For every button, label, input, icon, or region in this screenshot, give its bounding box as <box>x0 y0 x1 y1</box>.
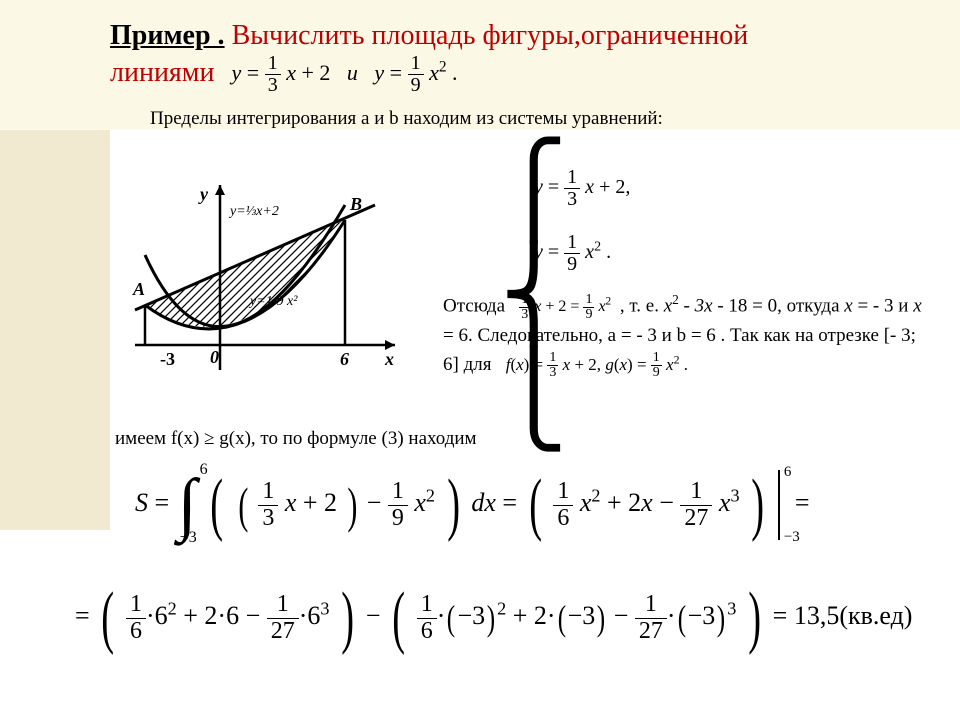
side-accent <box>0 130 110 530</box>
svg-text:y: y <box>198 184 209 204</box>
lines-word: линиями <box>110 55 215 90</box>
header: Пример . Вычислить площадь фигуры,ограни… <box>110 18 940 96</box>
explanation-1: Отсюда 13 x + 2 = 19 x2 , т. е. x2 - 3x … <box>443 290 935 380</box>
explanation-2: имеем f(x) ≥ g(x), то по формуле (3) нах… <box>115 425 935 454</box>
graph: A B -3 0 6 x y y=⅓x+2 y=1/9 x² <box>115 175 405 385</box>
slide: Пример . Вычислить площадь фигуры,ограни… <box>0 0 960 720</box>
svg-text:6: 6 <box>340 349 349 369</box>
title-part1: Вычислить площадь фигуры,ограниченной <box>225 20 749 51</box>
svg-text:y=1/9 x²: y=1/9 x² <box>248 294 298 309</box>
example-label: Пример . <box>110 20 225 51</box>
svg-text:A: A <box>132 279 145 299</box>
final-result: = 13,5(кв.ед) <box>773 601 913 630</box>
system-equations: ⎧⎨⎩ y = 13 x + 2, y = 19 x2 . <box>520 155 630 297</box>
svg-text:x: x <box>384 349 394 369</box>
svg-text:y=⅓x+2: y=⅓x+2 <box>228 204 279 219</box>
svg-text:B: B <box>349 194 362 214</box>
subline: Пределы интегрирования a и b находим из … <box>150 108 663 130</box>
integral-equation: S = ∫6−3 ( ( 13 x + 2 ) − 19 x2 ) dx = (… <box>135 470 935 540</box>
final-equation: = ( 16·62 + 2·6 − 127·63 ) − ( 16·(−3)2 … <box>75 590 940 646</box>
svg-text:-3: -3 <box>160 349 175 369</box>
given-formula: y = 13 x + 2 u y = 19 x2 . <box>232 60 458 85</box>
svg-text:0: 0 <box>210 347 219 367</box>
